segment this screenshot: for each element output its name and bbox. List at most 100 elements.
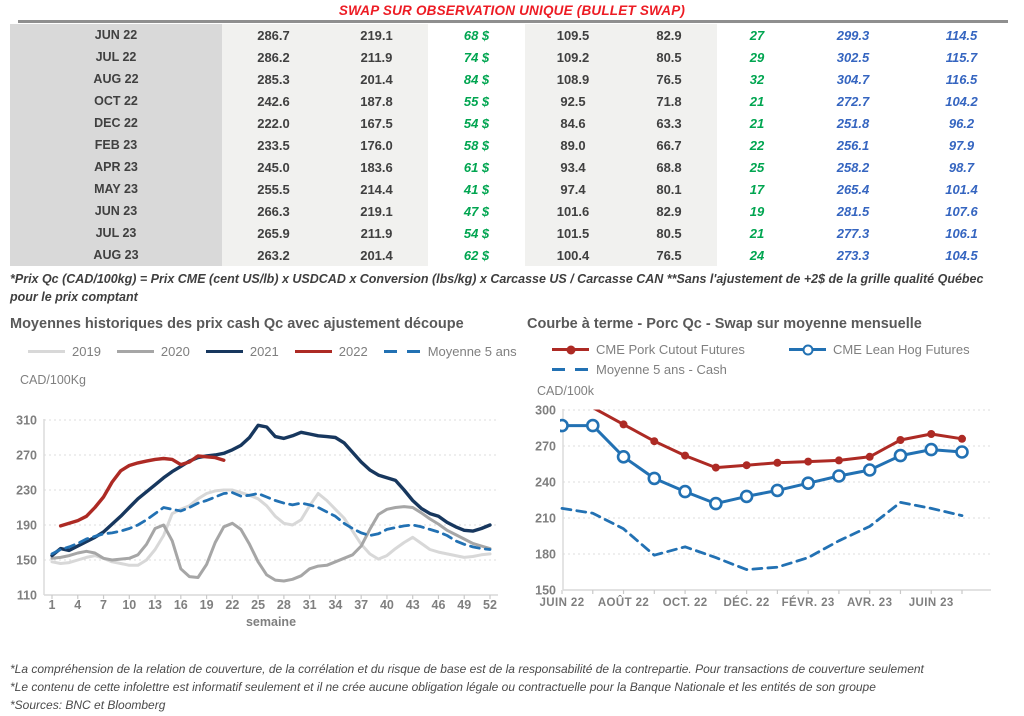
table-cell: 104.2 (945, 93, 978, 109)
table-cell: 114.5 (945, 27, 978, 43)
footer-note: *Sources: BNC et Bloomberg (10, 698, 166, 712)
legend-line-sample (789, 344, 826, 355)
month-cell: FEB 23 (10, 134, 222, 156)
y-tick-label: 230 (16, 484, 37, 498)
table-cell: 266.3 (222, 200, 325, 222)
legend-dot-marker (566, 345, 575, 354)
table-cell: 27 (749, 27, 765, 43)
data-point-marker (896, 436, 905, 444)
table-cell: 101.4 (945, 181, 978, 197)
y-tick-label: 180 (535, 548, 556, 562)
legend-item: 2020 (116, 344, 190, 359)
series-2022 (58, 454, 226, 528)
table-cell: 62 $ (463, 247, 490, 263)
chart-title: Courbe à terme - Porc Qc - Swap sur moye… (527, 316, 922, 332)
x-tick-label: 25 (251, 598, 265, 612)
chart-title: Moyennes historiques des prix cash Qc av… (10, 316, 464, 332)
table-cell: 101.6 (525, 200, 621, 222)
data-point-marker (681, 451, 690, 460)
table-row: MAY 23 255.5 214.4 41 $ 97.4 80.1 17 265.4 101.4 (10, 178, 1014, 200)
series-line (58, 454, 226, 528)
x-tick-label: JUIN 23 (909, 597, 954, 609)
table-cell: 211.9 (325, 46, 428, 68)
table-cell: 93.4 (525, 156, 621, 178)
x-tick-label: DÉC. 22 (723, 596, 769, 609)
table-row: AUG 22 285.3 201.4 84 $ 108.9 76.5 32 304.7 116.… (10, 68, 1014, 90)
series-line (50, 423, 492, 558)
chart-legend: CME Pork Cutout Futures CME Lean Hog Futu… (552, 342, 1019, 377)
legend-line-sample (383, 349, 421, 354)
y-tick-label: 150 (16, 554, 37, 568)
legend-ring-marker (802, 344, 813, 355)
table-cell: 101.5 (525, 222, 621, 244)
series-2020 (50, 505, 492, 583)
table-cell: 108.9 (525, 68, 621, 90)
table-cell: 219.1 (325, 200, 428, 222)
table-cell: 89.0 (525, 134, 621, 156)
data-point-marker (955, 445, 969, 459)
x-tick-label: 49 (457, 598, 471, 612)
x-tick-label: 7 (100, 598, 107, 612)
data-point-marker (834, 456, 843, 465)
table-cell: 281.5 (836, 203, 870, 219)
table-cell: 115.7 (945, 49, 978, 65)
table-cell: 97.9 (948, 137, 975, 153)
legend-label: CME Lean Hog Futures (833, 342, 970, 357)
data-point-marker (958, 434, 966, 443)
legend-line-sample (28, 349, 65, 354)
x-tick-label: FÉVR. 23 (782, 596, 835, 609)
x-tick-label: 19 (200, 598, 214, 612)
legend-item: CME Pork Cutout Futures (552, 342, 789, 357)
table-cell: 251.8 (836, 115, 870, 131)
table-cell: 285.3 (222, 68, 325, 90)
table-cell: 92.5 (525, 90, 621, 112)
gridlines: 150 180 210 240 270 300 (535, 404, 991, 598)
month-cell: JUN 22 (10, 24, 222, 46)
table-row: JUL 22 286.2 211.9 74 $ 109.2 80.5 29 302.5 115.… (10, 46, 1014, 68)
table-cell: 29 (749, 49, 765, 65)
table-cell: 22 (749, 137, 765, 153)
table-cell: 66.7 (621, 134, 717, 156)
legend-label: CME Pork Cutout Futures (596, 342, 745, 357)
legend-label: 2021 (249, 344, 279, 359)
x-tick-label: 37 (354, 598, 368, 612)
table-cell: 24 (749, 247, 765, 263)
data-point-marker (801, 476, 815, 490)
table-cell: 68.8 (621, 156, 717, 178)
table-cell: 82.9 (621, 200, 717, 222)
series-cme-lean-hog-futures (560, 418, 969, 511)
table-cell: 71.8 (621, 90, 717, 112)
data-point-marker (585, 418, 600, 433)
table-cell: 19 (749, 203, 765, 219)
series-moyenne-5-ans---cash (560, 501, 964, 571)
x-tick-label: 13 (148, 598, 162, 612)
table-row: OCT 22 242.6 187.8 55 $ 92.5 71.8 21 272.7 104.2 (10, 90, 1014, 112)
table-cell: 54 $ (463, 225, 490, 241)
table-cell: 25 (749, 159, 765, 175)
table-cell: 100.4 (525, 244, 621, 266)
table-cell: 214.4 (325, 178, 428, 200)
x-tick-label: 28 (277, 598, 291, 612)
table-cell: 201.4 (325, 244, 428, 266)
x-tick-label: 16 (174, 598, 188, 612)
table-cell: 55 $ (463, 93, 490, 109)
data-point-marker (739, 489, 754, 504)
table-cell: 68 $ (463, 27, 490, 43)
y-tick-label: 270 (535, 440, 556, 454)
table-cell: 219.1 (325, 24, 428, 46)
legend-line-sample (552, 367, 589, 372)
table-cell: 222.0 (222, 112, 325, 134)
month-cell: MAY 23 (10, 178, 222, 200)
table-cell: 273.3 (836, 247, 870, 263)
table-cell: 245.0 (222, 156, 325, 178)
table-row: JUN 23 266.3 219.1 47 $ 101.6 82.9 19 281.5 107.… (10, 200, 1014, 222)
table-row: APR 23 245.0 183.6 61 $ 93.4 68.8 25 258.2 98.7 (10, 156, 1014, 178)
table-cell: 242.6 (222, 90, 325, 112)
table-cell: 211.9 (325, 222, 428, 244)
data-point-marker (742, 461, 751, 470)
forward-curve-chart: Courbe à terme - Porc Qc - Swap sur moye… (527, 316, 1019, 632)
x-tick-label: 43 (406, 598, 420, 612)
y-tick-label: 240 (535, 476, 556, 490)
table-cell: 41 $ (463, 181, 490, 197)
